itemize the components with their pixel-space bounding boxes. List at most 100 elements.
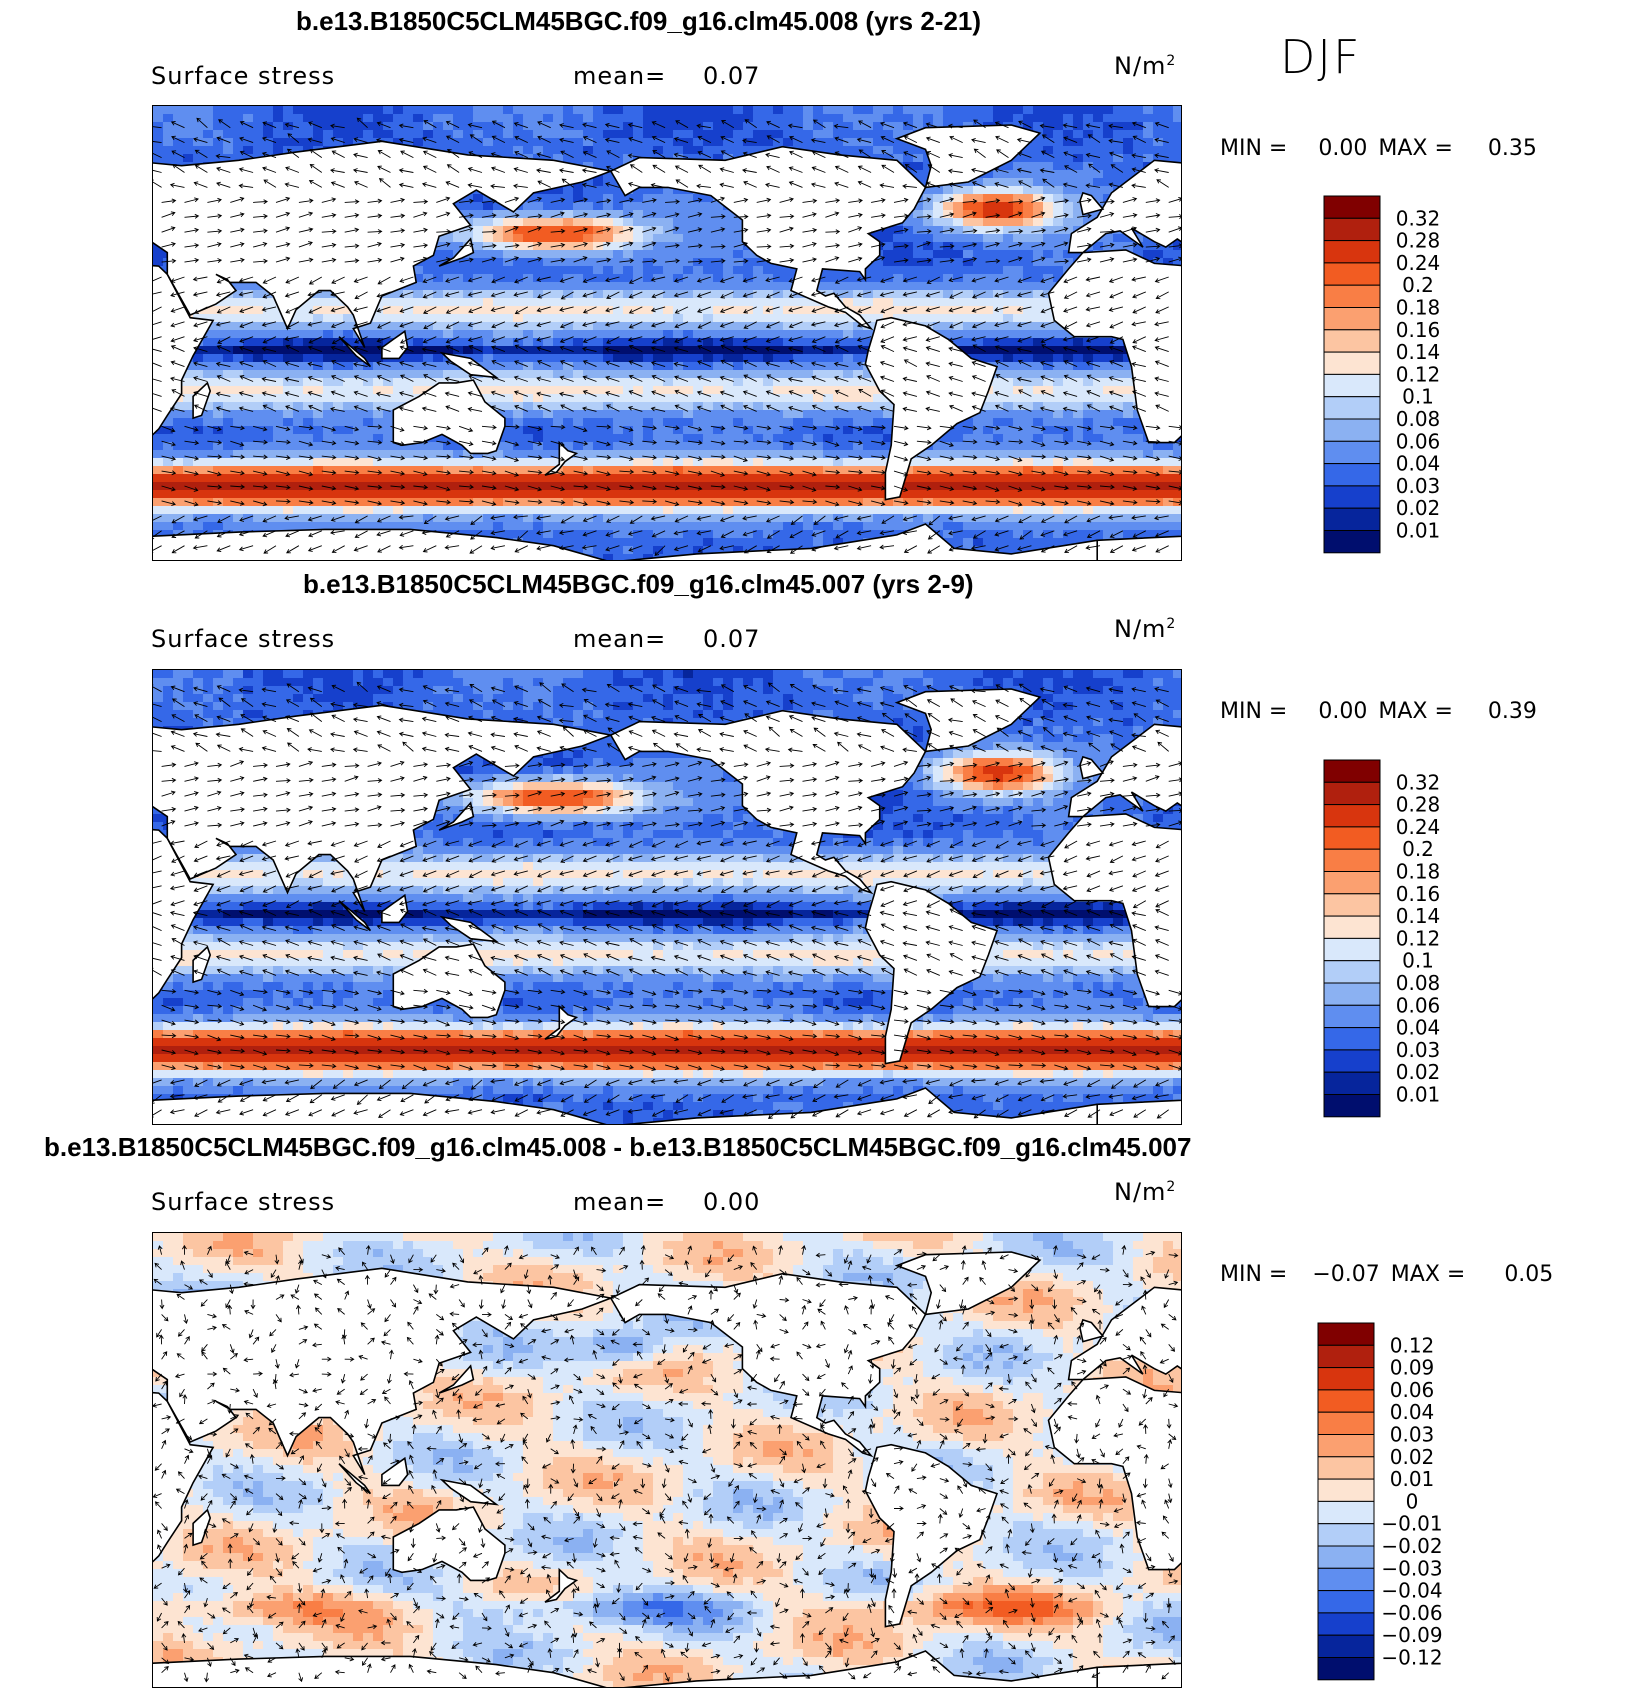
field-cell [433, 314, 444, 323]
field-cell [633, 234, 644, 243]
field-cell [1103, 170, 1114, 179]
field-cell [1173, 474, 1181, 483]
field-cell [673, 146, 684, 155]
field-cell [403, 338, 414, 347]
field-cell [353, 130, 364, 139]
field-cell [563, 434, 574, 443]
field-cell [413, 386, 424, 395]
field-cell [863, 330, 874, 339]
field-cell [583, 250, 594, 259]
field-cell [203, 474, 214, 483]
field-cell [373, 418, 384, 427]
field-cell [173, 106, 184, 115]
field-cell [363, 402, 374, 411]
field-cell [1053, 178, 1064, 187]
field-cell [263, 378, 274, 387]
field-cell [943, 298, 954, 307]
field-cell [333, 338, 344, 347]
field-cell [803, 466, 814, 475]
field-cell [973, 482, 984, 491]
field-cell [1033, 146, 1044, 155]
field-cell [323, 290, 334, 299]
field-cell [733, 346, 744, 355]
field-cell [543, 458, 554, 467]
field-cell [1123, 378, 1134, 387]
field-cell [443, 242, 454, 251]
field-cell [173, 122, 184, 131]
field-cell [583, 194, 594, 203]
field-cell [543, 194, 554, 203]
field-cell [603, 482, 614, 491]
field-cell [573, 442, 584, 451]
field-cell [553, 130, 564, 139]
field-cell [513, 250, 524, 259]
field-cell [583, 346, 594, 355]
field-cell [773, 106, 784, 115]
field-cell [243, 138, 254, 147]
field-cell [543, 282, 554, 291]
field-cell [473, 322, 484, 331]
field-cell [733, 122, 744, 131]
field-cell [1003, 466, 1014, 475]
field-cell [403, 130, 414, 139]
field-cell [783, 362, 794, 371]
field-cell [1013, 106, 1024, 115]
field-cell [643, 106, 654, 115]
field-cell [693, 370, 704, 379]
field-cell [863, 266, 874, 275]
field-cell [983, 474, 994, 483]
field-cell [693, 202, 704, 211]
field-cell [1053, 186, 1064, 195]
field-cell [603, 354, 614, 363]
field-cell [973, 282, 984, 291]
field-cell [173, 466, 184, 475]
field-cell [1023, 154, 1034, 163]
field-cell [1173, 466, 1181, 475]
field-cell [423, 282, 434, 291]
field-cell [1013, 378, 1024, 387]
field-cell [623, 482, 634, 491]
field-cell [343, 458, 354, 467]
field-cell [883, 266, 894, 275]
field-cell [723, 282, 734, 291]
field-cell [1053, 194, 1064, 203]
field-cell [1013, 194, 1024, 203]
field-cell [583, 466, 594, 475]
field-cell [623, 122, 634, 131]
field-cell [733, 290, 744, 299]
field-cell [963, 346, 974, 355]
field-cell [233, 370, 244, 379]
field-cell [693, 394, 704, 403]
field-cell [463, 322, 474, 331]
field-cell [663, 418, 674, 427]
field-cell [553, 122, 564, 131]
field-cell [483, 394, 494, 403]
field-cell [413, 138, 424, 147]
field-cell [783, 122, 794, 131]
field-cell [1133, 426, 1144, 435]
field-cell [943, 106, 954, 115]
field-cell [413, 466, 424, 475]
field-cell [203, 114, 214, 123]
field-cell [563, 490, 574, 499]
field-cell [913, 210, 924, 219]
field-cell [503, 330, 514, 339]
field-cell [1043, 274, 1054, 283]
field-cell [1003, 370, 1014, 379]
field-cell [253, 442, 264, 451]
field-cell [513, 378, 524, 387]
field-cell [963, 226, 974, 235]
field-cell [1053, 378, 1064, 387]
field-cell [573, 154, 584, 163]
field-cell [1043, 426, 1054, 435]
field-cell [983, 170, 994, 179]
field-cell [1003, 458, 1014, 467]
field-cell [523, 450, 534, 459]
field-cell [663, 282, 674, 291]
field-cell [1033, 154, 1044, 163]
field-cell [403, 482, 414, 491]
field-cell [573, 194, 584, 203]
field-cell [663, 330, 674, 339]
field-cell [1023, 162, 1034, 171]
field-cell [913, 114, 924, 123]
